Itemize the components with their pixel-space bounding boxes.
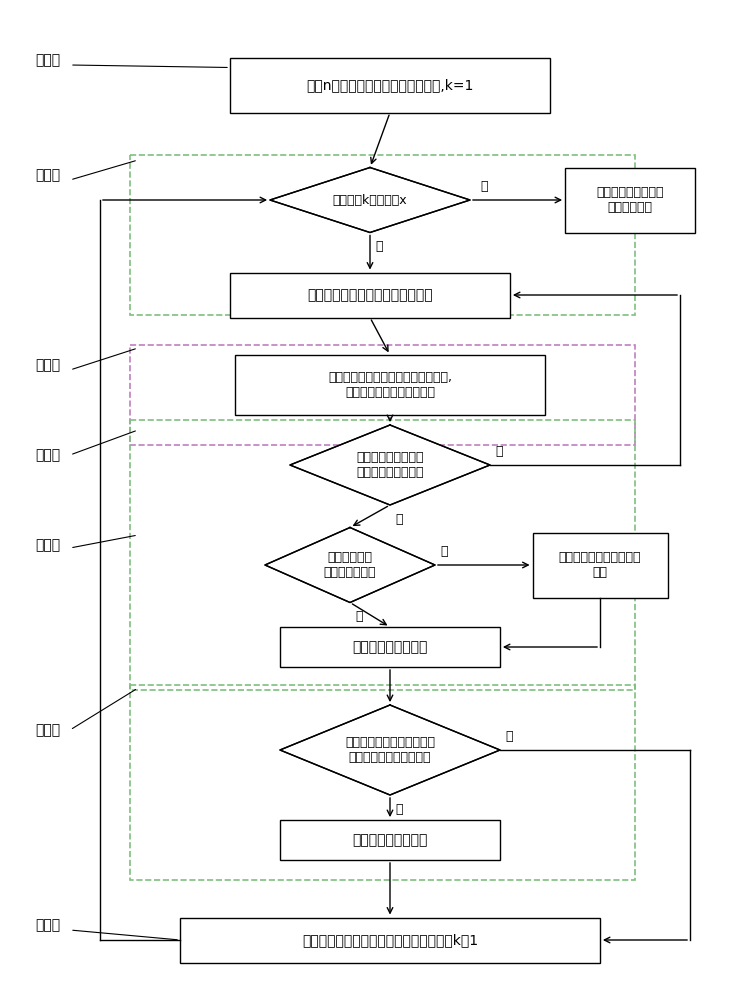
Text: 从面阵列凸点的起点出发进行访问: 从面阵列凸点的起点出发进行访问 bbox=[307, 288, 433, 302]
FancyBboxPatch shape bbox=[280, 820, 500, 860]
Text: 步骤六: 步骤六 bbox=[35, 723, 60, 737]
Bar bbox=[130, 155, 635, 315]
Text: 循环次数k是否小于x: 循环次数k是否小于x bbox=[333, 194, 407, 207]
Polygon shape bbox=[270, 167, 470, 232]
Text: 否: 否 bbox=[440, 545, 448, 558]
Text: 更新最短路径及长度: 更新最短路径及长度 bbox=[352, 833, 428, 847]
FancyBboxPatch shape bbox=[532, 532, 667, 597]
Bar bbox=[130, 685, 635, 880]
Text: 输出当前计算的最短
路径及其距离: 输出当前计算的最短 路径及其距离 bbox=[596, 186, 664, 214]
Text: 是: 是 bbox=[355, 610, 363, 624]
Text: 步骤四: 步骤四 bbox=[35, 448, 60, 462]
Text: 步骤五: 步骤五 bbox=[35, 538, 60, 552]
Text: 计算该条路径的长度: 计算该条路径的长度 bbox=[352, 640, 428, 654]
Polygon shape bbox=[265, 528, 435, 602]
FancyBboxPatch shape bbox=[180, 918, 600, 962]
FancyBboxPatch shape bbox=[280, 627, 500, 667]
FancyBboxPatch shape bbox=[230, 272, 510, 318]
Text: 是: 是 bbox=[495, 445, 502, 458]
FancyBboxPatch shape bbox=[565, 167, 695, 232]
Text: 步骤一: 步骤一 bbox=[35, 53, 60, 67]
Text: 更新最短路径上各边的信息素，循环次数k加1: 更新最短路径上各边的信息素，循环次数k加1 bbox=[302, 933, 478, 947]
Polygon shape bbox=[290, 425, 490, 505]
Polygon shape bbox=[280, 705, 500, 795]
Bar bbox=[130, 345, 635, 445]
Text: 否: 否 bbox=[395, 513, 403, 526]
Text: 否: 否 bbox=[375, 240, 382, 253]
Text: 从当前点移动到下一步允许选择的点,
利用蚁群算法进行计算路径: 从当前点移动到下一步允许选择的点, 利用蚁群算法进行计算路径 bbox=[328, 371, 452, 399]
Bar bbox=[130, 420, 635, 690]
Text: 是: 是 bbox=[480, 180, 488, 193]
Text: 步骤五得到的路径的长度是
否比现有最短的路径更短: 步骤五得到的路径的长度是 否比现有最短的路径更短 bbox=[345, 736, 435, 764]
FancyBboxPatch shape bbox=[235, 355, 545, 415]
Text: 读入n个待打印加工的节点坐标数据,k=1: 读入n个待打印加工的节点坐标数据,k=1 bbox=[306, 78, 474, 92]
Text: 步骤三: 步骤三 bbox=[35, 358, 60, 372]
Text: 否: 否 bbox=[505, 730, 513, 743]
Text: 在当前点是否还存在
下一步允许选择的点: 在当前点是否还存在 下一步允许选择的点 bbox=[356, 451, 424, 479]
Text: 是: 是 bbox=[395, 803, 403, 816]
Text: 步骤二: 步骤二 bbox=[35, 168, 60, 182]
Text: 当前蚂蚁是否
已走过所有的点: 当前蚂蚁是否 已走过所有的点 bbox=[323, 551, 376, 579]
Text: 步骤七: 步骤七 bbox=[35, 918, 60, 932]
FancyBboxPatch shape bbox=[230, 57, 550, 112]
Text: 则将该路径的长度设为无
穷大: 则将该路径的长度设为无 穷大 bbox=[559, 551, 641, 579]
